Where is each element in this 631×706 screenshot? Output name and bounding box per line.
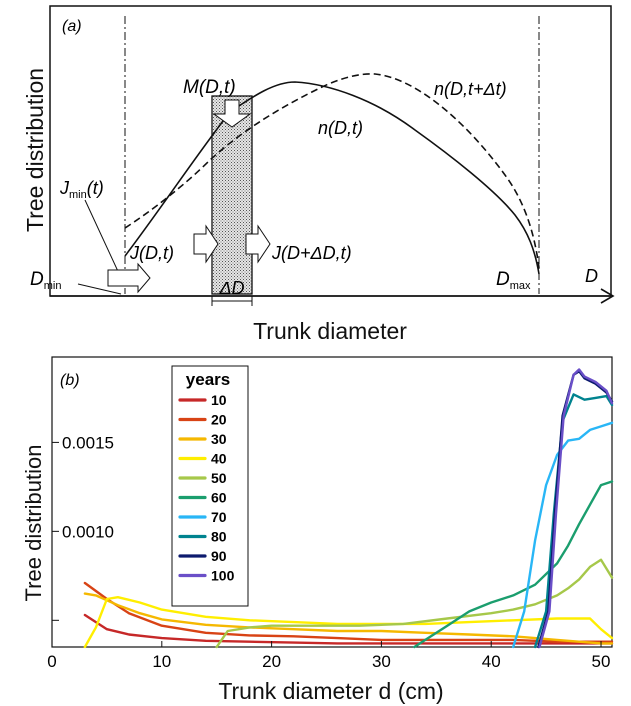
legend-title: years (186, 370, 230, 389)
series-line-80-years (533, 393, 614, 649)
j-out-label: J(D+ΔD,t) (271, 243, 352, 263)
jmin-label-main: J (59, 178, 70, 198)
legend-label-70: 70 (211, 509, 227, 525)
jmin-pointer (84, 199, 123, 281)
series-line-30-years (83, 592, 614, 645)
x-tick-label-0: 0 (47, 652, 56, 671)
series-line-20-years (83, 581, 614, 643)
panel-a-ylabel: Tree distribution (22, 68, 48, 232)
legend-label-10: 10 (211, 392, 227, 408)
series-layer (83, 368, 614, 649)
panel-a-x-axis-symbol: D (585, 266, 598, 286)
legend-label-30: 30 (211, 431, 227, 447)
legend-label-40: 40 (211, 451, 227, 467)
legend-label-20: 20 (211, 412, 227, 428)
x-tick-label-20: 20 (262, 652, 281, 671)
jmin-label: Jmin(t) (59, 178, 104, 201)
dmin-label-main: D (30, 269, 44, 290)
curve-n (124, 81, 540, 275)
legend: years 10 20 30 40 50 60 70 80 90 100 (171, 365, 249, 607)
j-out-arrow (245, 224, 271, 264)
panel-a-label: (a) (62, 18, 82, 35)
j-in-label: J(D,t) (129, 243, 174, 263)
m-label: M(D,t) (183, 77, 236, 98)
dmin-label: Dmin (30, 269, 61, 292)
x-tick-label-30: 30 (372, 652, 391, 671)
y-tick-label-0.0010: 0.0010 (62, 522, 114, 541)
legend-label-100: 100 (211, 568, 235, 584)
delta-d-label: ΔD (218, 278, 244, 298)
dmax-label: Dmax (496, 269, 531, 292)
series-line-10-years (83, 613, 614, 645)
panel-a-xlabel: Trunk diameter (253, 318, 407, 344)
legend-label-60: 60 (211, 490, 227, 506)
panel-a: (a) Tree distribution Trunk diameter D M… (22, 5, 615, 344)
dmin-pointer (77, 283, 122, 295)
y-tick-label-0.0015: 0.0015 (62, 433, 114, 452)
series-line-100-years (538, 368, 614, 649)
jmin-label-tail: (t) (87, 178, 104, 198)
panel-b-ylabel: Tree distribution (21, 445, 46, 602)
series-line-40-years (83, 596, 614, 649)
legend-label-50: 50 (211, 470, 227, 486)
series-line-70-years (512, 421, 614, 649)
axis-layer: 0 10 20 30 40 50 0.0010 0.0015 (47, 433, 610, 671)
panel-b-xlabel: Trunk diameter d (cm) (218, 678, 443, 704)
panel-b-frame (51, 356, 613, 648)
curve-n-shifted (124, 73, 540, 269)
series-line-50-years (215, 558, 614, 649)
m-input-arrow (212, 99, 252, 128)
legend-box (171, 365, 249, 607)
x-tick-label-40: 40 (482, 652, 501, 671)
dmax-label-main: D (496, 269, 510, 290)
series-line-60-years (413, 480, 614, 649)
delta-d-bin (211, 95, 253, 295)
n-label: n(D,t) (318, 118, 363, 138)
jmin-label-sub: min (69, 189, 87, 201)
x-tick-label-50: 50 (592, 652, 611, 671)
dmin-label-sub: min (44, 280, 62, 292)
x-tick-label-10: 10 (152, 652, 171, 671)
dmax-label-sub: max (510, 280, 531, 292)
dmin-arrow (107, 262, 151, 294)
n-shift-label: n(D,t+Δt) (434, 79, 507, 99)
panel-b: (b) Tree distribution Trunk diameter d (… (21, 356, 614, 704)
legend-label-90: 90 (211, 548, 227, 564)
legend-label-80: 80 (211, 529, 227, 545)
j-in-arrow (193, 224, 219, 264)
legend-items: 10 20 30 40 50 60 70 80 90 100 (178, 392, 235, 584)
panel-b-label: (b) (60, 372, 80, 389)
panel-a-x-axis-arrowhead (600, 288, 615, 304)
